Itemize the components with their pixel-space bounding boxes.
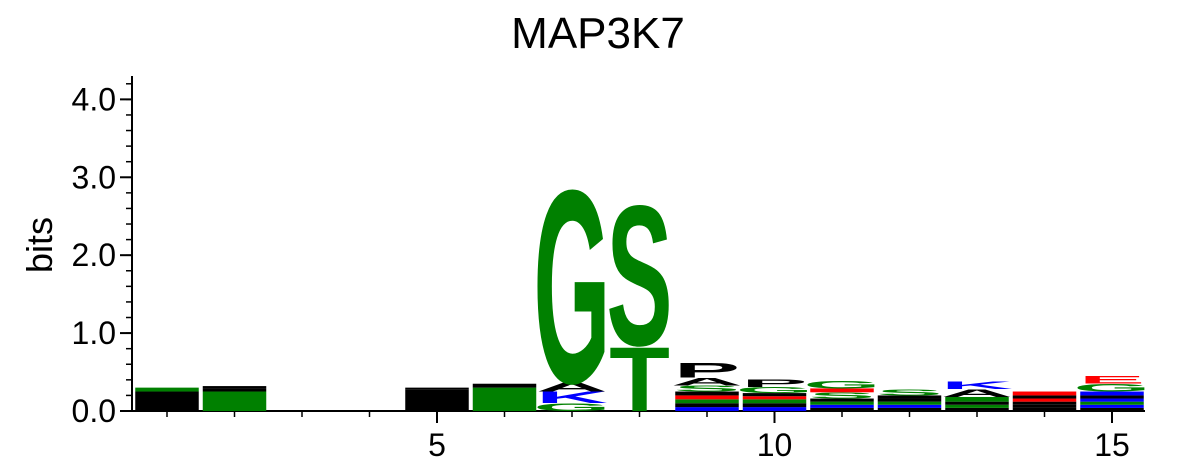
logo-letter-K: K [941,379,1013,391]
logo-column-15: GE [1073,374,1150,411]
logo-letter-sliver [203,392,267,411]
logo-column-11: SG [803,379,880,411]
x-tick-label: 10 [757,427,793,463]
logo-letter-sliver [945,402,1009,405]
logo-letter-sliver [743,396,807,399]
y-tick-label: 3.0 [72,159,116,195]
logo-letter-sliver [878,399,942,402]
logo-letter-sliver [743,399,807,403]
logo-letter-sliver [135,388,199,392]
logo-letter-sliver [473,384,537,388]
logo-letter-sliver [1013,402,1077,405]
logo-letter-E: E [1079,374,1145,386]
logo-letter-sliver [810,402,874,405]
logo-letter-sliver [1013,399,1077,402]
logo-column-8: TS [606,165,672,431]
logo-letter-sliver [1013,408,1077,411]
logo-column-6 [473,384,537,411]
logo-letter-S: S [606,165,672,388]
y-tick-label: 1.0 [72,315,116,351]
logo-letter-sliver [1013,392,1077,396]
logo-column-14 [1013,392,1077,411]
logo-letter-sliver [203,388,267,391]
logo-letter-sliver [203,386,267,388]
logo-letter-sliver [1080,402,1144,405]
logo-letter-sliver [1080,408,1144,411]
logo-letter-sliver [675,395,739,399]
logo-letter-sliver [675,407,739,411]
logo-column-13: AK [941,379,1013,411]
y-axis-label: bits [19,217,60,273]
logo-letter-sliver [1080,399,1144,402]
logo-letter-sliver [945,408,1009,411]
logo-column-9: SAP [671,358,743,411]
logo-letter-sliver [675,403,739,407]
chart-title: MAP3K7 [511,9,685,58]
logo-letter-sliver [675,399,739,403]
logo-letter-sliver [135,392,199,411]
logo-letter-sliver [810,405,874,408]
logo-letter-sliver [1013,395,1077,398]
logo-letter-sliver [1080,395,1144,398]
y-tick-label: 4.0 [72,81,116,117]
logo-column-10: GP [736,377,813,411]
logo-letter-sliver [405,389,469,411]
logo-letter-P: P [741,377,807,389]
logo-column-12: S [876,388,942,411]
logo-letter-sliver [1013,405,1077,408]
logo-letter-G: G [803,379,880,391]
logo-letter-sliver [878,405,942,408]
y-tick-label: 2.0 [72,237,116,273]
logo-letter-G: G [533,132,610,441]
logo-letter-sliver [945,405,1009,408]
logo-letter-sliver [1080,405,1144,408]
logo-column-5 [405,388,469,411]
logo-letter-sliver [743,407,807,411]
logo-letter-P: P [674,358,740,382]
logo-letter-sliver [810,408,874,411]
logo-column-2 [203,386,267,411]
logo-letter-sliver [405,388,469,390]
y-tick-label: 0.0 [72,393,116,429]
logo-letter-S: S [876,388,942,398]
logo-column-1 [135,388,199,411]
logo-letter-sliver [743,403,807,407]
logo-letter-sliver [878,408,942,411]
logo-letter-sliver [878,402,942,405]
x-tick-label: 15 [1094,427,1130,463]
x-tick-label: 5 [428,427,446,463]
logo-letter-sliver [473,388,537,411]
